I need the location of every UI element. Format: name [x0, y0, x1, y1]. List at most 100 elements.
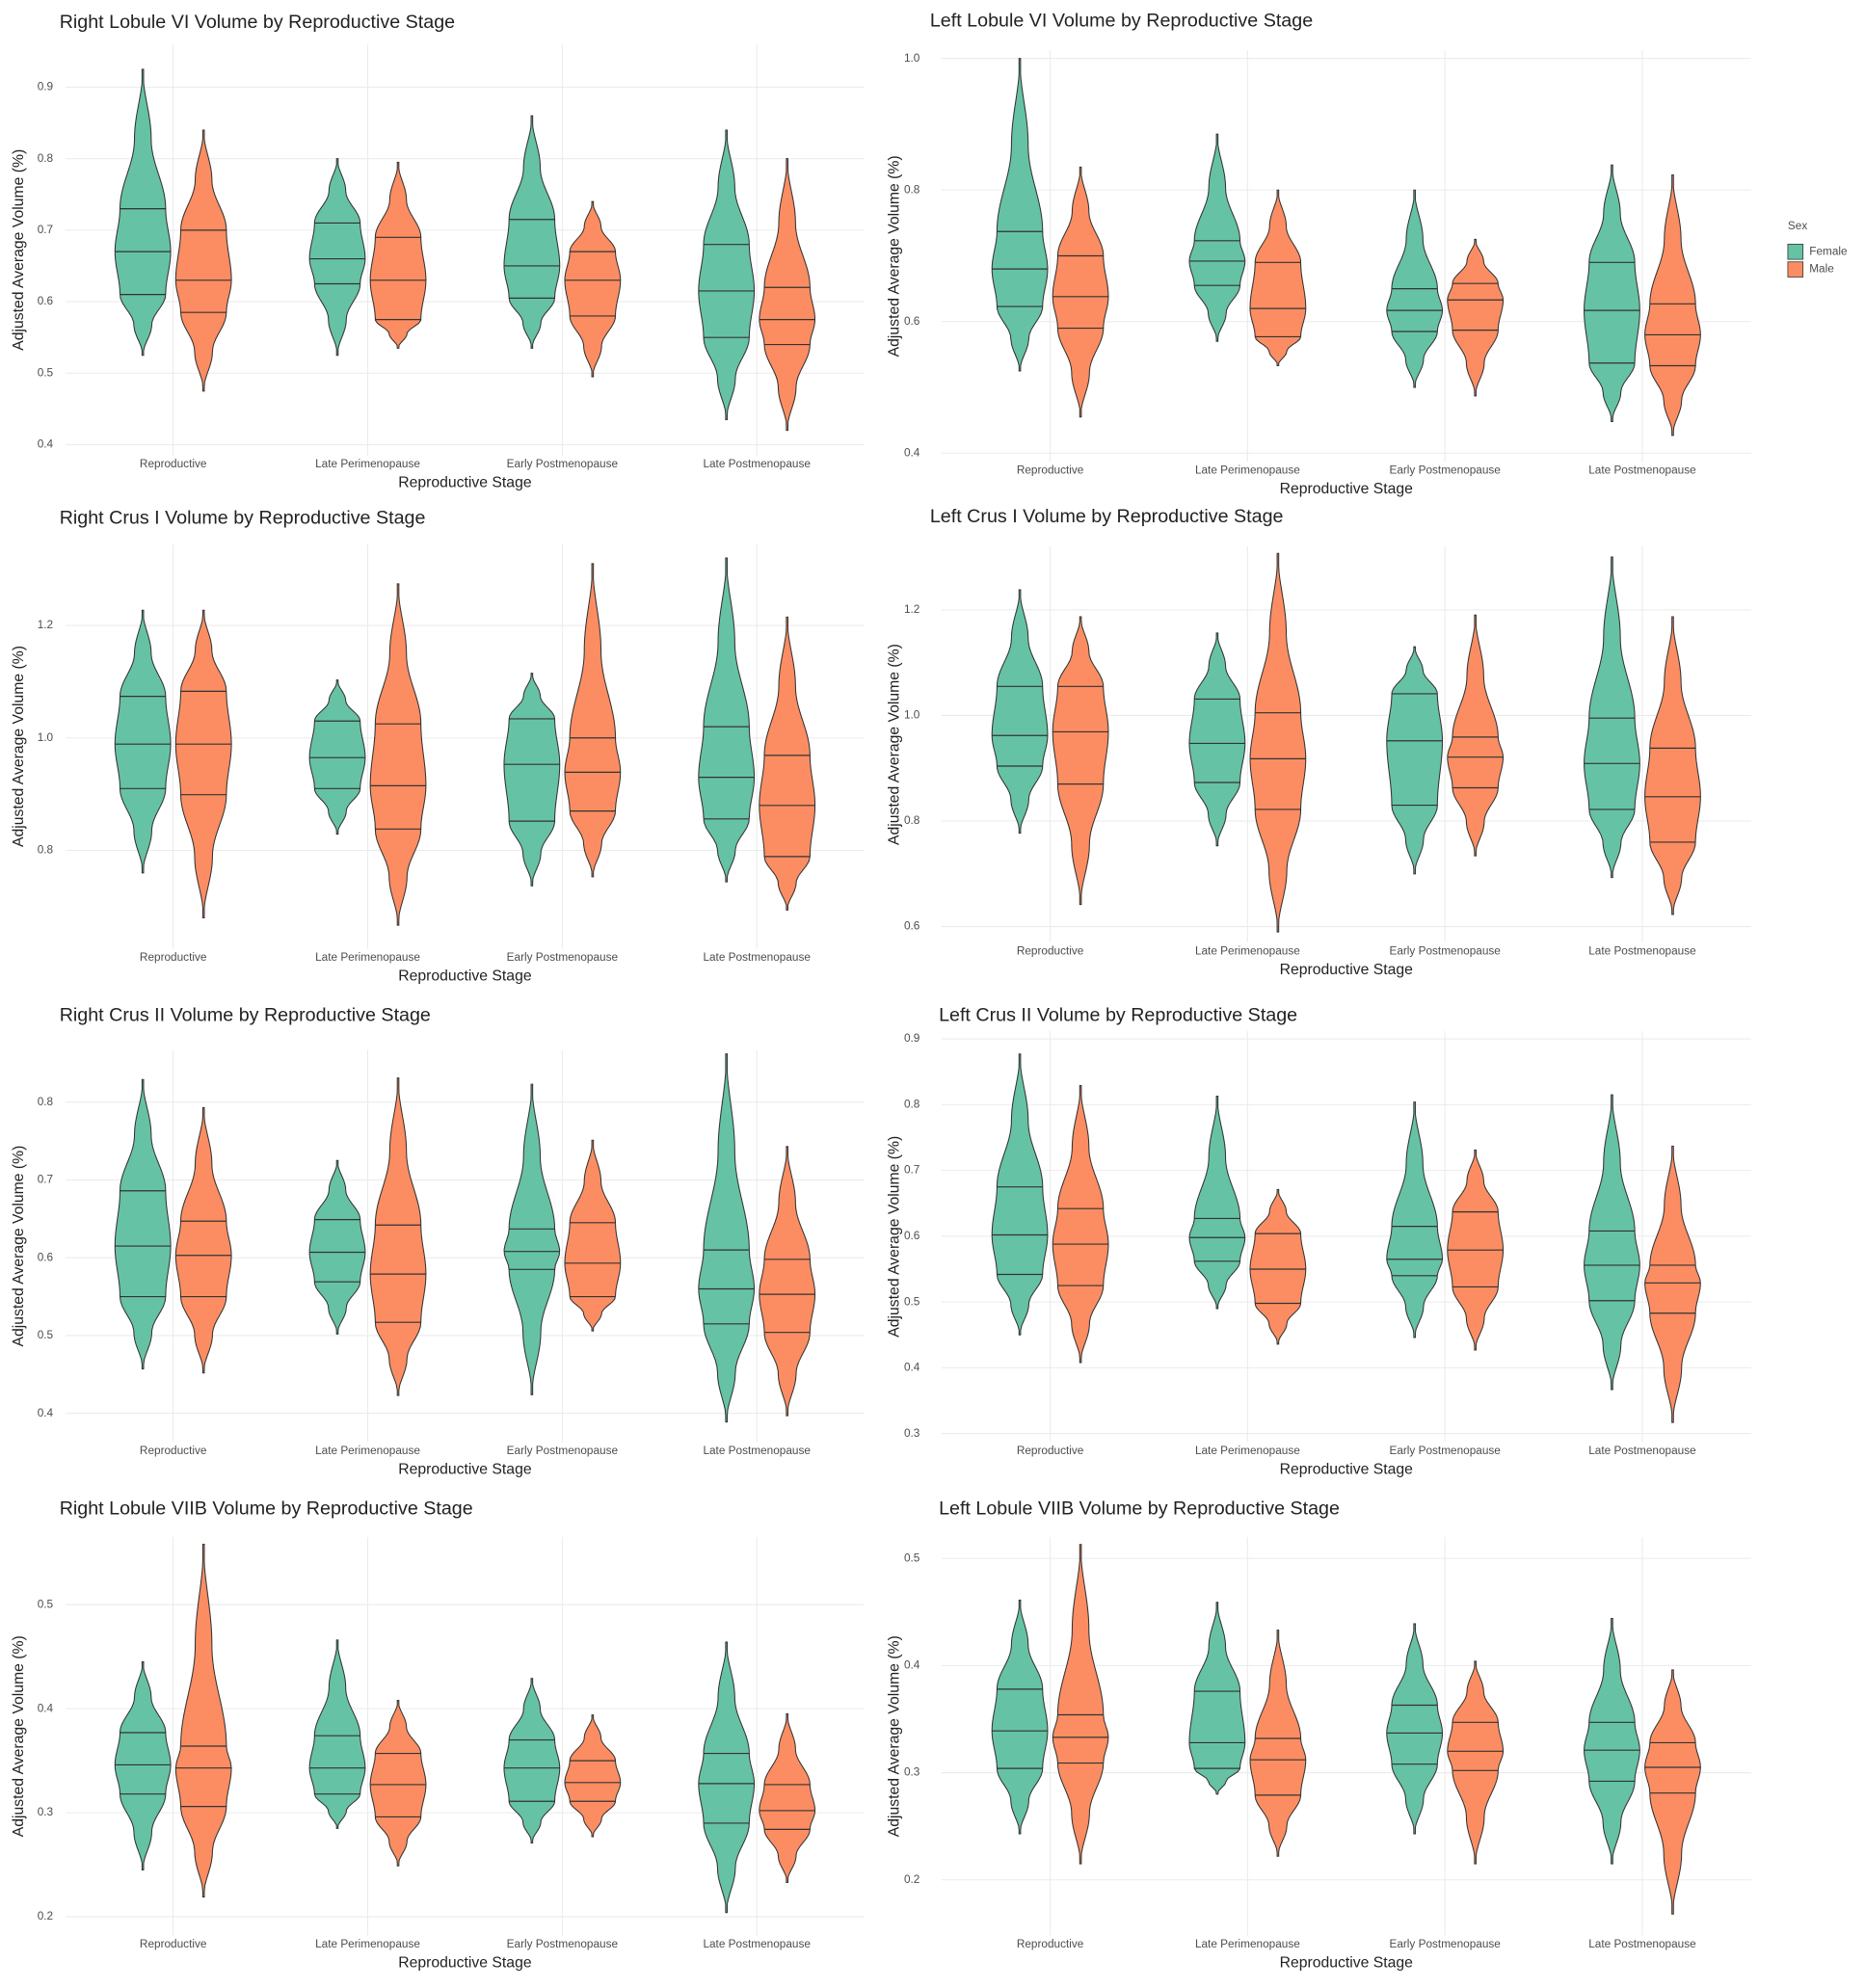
violin: [1386, 1623, 1444, 1835]
violin: [759, 158, 816, 432]
violin: [1584, 1617, 1640, 1865]
panel: Right Lobule VI Volume by Reproductive S…: [11, 12, 865, 491]
y-tick-label: 1.2: [904, 602, 919, 616]
violin: [759, 616, 816, 911]
x-tick-label: Early Postmenopause: [507, 1937, 619, 1950]
violin: [503, 673, 561, 887]
violin: [174, 609, 232, 919]
x-tick-label: Late Postmenopause: [703, 457, 811, 470]
y-tick-label: 0.8: [38, 151, 54, 165]
y-tick-label: 0.2: [38, 1909, 53, 1922]
x-tick-label: Late Perimenopause: [315, 457, 420, 470]
violin: [698, 1053, 756, 1423]
y-tick-label: 0.5: [904, 1294, 920, 1308]
violin: [1447, 614, 1504, 857]
y-tick-label: 0.8: [904, 813, 920, 827]
x-tick-label: Late Postmenopause: [1588, 463, 1696, 476]
violin: [564, 1139, 622, 1332]
panel: Left Crus I Volume by Reproductive Stage…: [886, 506, 1751, 978]
violin: [1584, 1094, 1640, 1391]
violin: [369, 1077, 427, 1396]
y-axis-title: Adjusted Average Volume (%): [11, 1635, 27, 1837]
chart-title: Left Crus II Volume by Reproductive Stag…: [939, 1004, 1297, 1025]
x-tick-label: Reproductive: [140, 950, 207, 964]
x-tick-label: Late Postmenopause: [703, 1937, 811, 1950]
chart-title: Right Crus II Volume by Reproductive Sta…: [60, 1004, 431, 1025]
x-axis-title: Reproductive Stage: [1280, 1955, 1414, 1972]
violin: [564, 1714, 622, 1838]
violin: [174, 1106, 232, 1374]
x-tick-label: Reproductive: [1017, 1937, 1084, 1950]
x-tick-label: Late Postmenopause: [703, 1444, 811, 1457]
violin: [114, 1661, 172, 1871]
y-tick-label: 0.4: [38, 1701, 54, 1714]
violin: [1249, 1188, 1307, 1345]
x-tick-label: Late Postmenopause: [1588, 1444, 1696, 1457]
chart-title: Right Lobule VIIB Volume by Reproductive…: [60, 1498, 473, 1519]
x-tick-label: Late Perimenopause: [315, 950, 420, 964]
y-tick-label: 0.3: [904, 1765, 920, 1779]
violin: [174, 129, 232, 392]
chart-title: Right Crus I Volume by Reproductive Stag…: [60, 507, 426, 528]
legend-key: [1787, 243, 1804, 260]
y-tick-label: 0.3: [904, 1426, 920, 1440]
violin: [564, 563, 622, 878]
x-tick-label: Reproductive: [140, 457, 207, 470]
panel: Left Lobule VI Volume by Reproductive St…: [886, 11, 1848, 498]
y-tick-label: 0.8: [904, 1097, 920, 1110]
violin: [1644, 174, 1701, 437]
y-tick-label: 0.7: [904, 1163, 919, 1177]
y-tick-label: 0.4: [904, 445, 920, 459]
x-tick-label: Reproductive: [1017, 463, 1084, 476]
x-tick-label: Reproductive: [140, 1444, 207, 1457]
y-tick-label: 0.8: [904, 182, 920, 196]
violin: [1052, 1544, 1109, 1865]
violin: [1386, 1101, 1444, 1339]
x-tick-label: Late Postmenopause: [1588, 1937, 1696, 1950]
chart-title: Right Lobule VI Volume by Reproductive S…: [60, 12, 455, 33]
x-axis-title: Reproductive Stage: [398, 1462, 532, 1478]
violin: [174, 1544, 232, 1898]
x-tick-label: Early Postmenopause: [507, 950, 619, 964]
violin: [1447, 238, 1505, 397]
x-tick-label: Late Perimenopause: [1195, 1444, 1300, 1457]
violin: [1188, 133, 1246, 342]
violin: [759, 1713, 816, 1883]
x-tick-label: Early Postmenopause: [507, 457, 619, 470]
y-tick-label: 0.5: [38, 365, 54, 379]
y-tick-label: 1.0: [904, 51, 920, 65]
y-tick-label: 0.7: [38, 1173, 53, 1186]
y-tick-label: 0.8: [38, 843, 54, 857]
violin: [1644, 616, 1701, 915]
y-tick-label: 0.6: [38, 294, 54, 307]
y-tick-label: 0.5: [38, 1328, 54, 1341]
violin: [991, 1600, 1049, 1835]
violin: [698, 129, 756, 421]
y-axis-title: Adjusted Average Volume (%): [886, 155, 902, 357]
y-tick-label: 0.6: [904, 314, 920, 328]
violin: [991, 1053, 1049, 1336]
violin: [114, 609, 172, 874]
x-tick-label: Reproductive: [140, 1937, 207, 1950]
y-tick-label: 1.2: [38, 618, 53, 631]
legend-title: Sex: [1788, 219, 1807, 232]
violin: [1644, 1669, 1701, 1915]
panel: Left Crus II Volume by Reproductive Stag…: [886, 1004, 1751, 1478]
y-tick-label: 0.9: [38, 80, 53, 93]
y-tick-label: 0.6: [904, 919, 920, 933]
violin: [991, 589, 1049, 835]
violin: [503, 1083, 561, 1395]
y-tick-label: 0.4: [38, 437, 54, 451]
y-axis-title: Adjusted Average Volume (%): [886, 1635, 902, 1837]
x-axis-title: Reproductive Stage: [398, 475, 532, 491]
y-tick-label: 0.4: [904, 1361, 920, 1374]
violin: [1249, 1630, 1307, 1857]
y-tick-label: 0.6: [904, 1229, 920, 1242]
violin: [1584, 164, 1640, 423]
x-tick-label: Late Postmenopause: [703, 950, 811, 964]
x-tick-label: Late Postmenopause: [1588, 943, 1696, 957]
panel: Left Lobule VIIB Volume by Reproductive …: [886, 1498, 1751, 1972]
violin: [308, 158, 366, 357]
violin: [1386, 646, 1444, 875]
